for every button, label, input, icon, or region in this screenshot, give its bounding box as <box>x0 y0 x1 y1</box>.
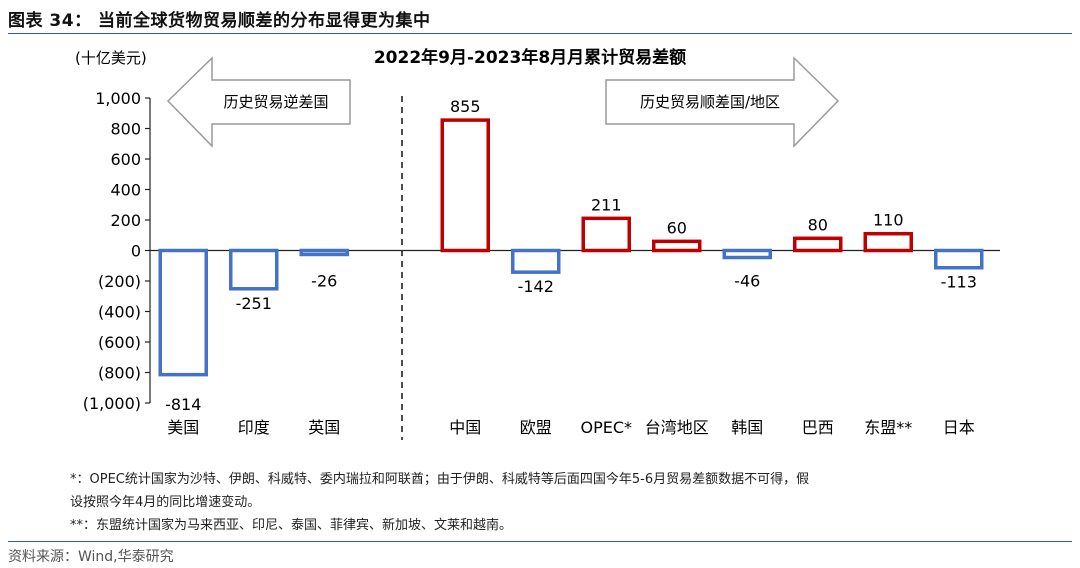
y-tick-label: 600 <box>110 150 141 169</box>
footnotes: *：OPEC统计国家为沙特、伊朗、科威特、委内瑞拉和阿联酋；由于伊朗、科威特等后… <box>70 468 1030 537</box>
y-tick-label: (400) <box>98 303 141 322</box>
bar <box>581 216 631 253</box>
right-arrow-annotation: 历史贸易顺差国/地区 <box>605 56 840 148</box>
trade-balance-chart: (十亿美元) 2022年9月-2023年8月月累计贸易差额 历史贸易逆差国 历史… <box>75 47 1000 440</box>
bar <box>299 248 349 257</box>
bar <box>158 248 208 377</box>
category-label: OPEC* <box>580 418 632 437</box>
bar <box>440 118 490 253</box>
y-tick-label: 800 <box>110 120 141 139</box>
category-label: 东盟** <box>864 418 912 437</box>
category-label: 印度 <box>238 418 270 437</box>
y-tick-label: (800) <box>98 364 141 383</box>
footnote-line-3: **：东盟统计国家为马来西亚、印尼、泰国、菲律宾、新加坡、文莱和越南。 <box>70 518 513 533</box>
y-tick-label: (200) <box>98 272 141 291</box>
category-label: 日本 <box>943 418 975 437</box>
category-label: 韩国 <box>731 418 763 437</box>
bar <box>934 248 984 270</box>
category-label: 欧盟 <box>520 418 552 437</box>
data-label: 60 <box>667 218 687 237</box>
category-label: 英国 <box>308 418 340 437</box>
category-label: 中国 <box>449 418 481 437</box>
source-note: 资料来源：Wind,华泰研究 <box>8 549 174 565</box>
data-label: 110 <box>873 211 904 230</box>
footnote-line-1: *：OPEC统计国家为沙特、伊朗、科威特、委内瑞拉和阿联酋；由于伊朗、科威特等后… <box>70 472 810 487</box>
data-label: 211 <box>591 195 622 214</box>
top-rule <box>8 33 1072 34</box>
data-label: -814 <box>165 395 201 414</box>
bottom-rule <box>8 541 1072 542</box>
figure-title: 图表 34： 当前全球货物贸易顺差的分布显得更为集中 <box>8 11 431 31</box>
category-label: 台湾地区 <box>645 418 709 437</box>
data-label: -251 <box>236 294 272 313</box>
left-arrow-shape <box>166 56 351 148</box>
bar <box>511 248 561 274</box>
y-tick-label: 1,000 <box>95 89 141 108</box>
left-arrow-annotation: 历史贸易逆差国 <box>166 56 351 148</box>
category-label: 美国 <box>167 418 199 437</box>
data-label: 855 <box>450 97 481 116</box>
data-label: -113 <box>941 273 977 292</box>
y-axis-unit-label: (十亿美元) <box>75 49 147 67</box>
footnote-line-2: 设按照今年4月的同比增速变动。 <box>70 495 261 510</box>
left-arrow-label: 历史贸易逆差国 <box>223 93 328 111</box>
y-tick-label: 0 <box>131 242 141 261</box>
bar <box>722 248 772 260</box>
y-tick-label: 200 <box>110 211 141 230</box>
data-label: -26 <box>311 272 337 291</box>
right-arrow-label: 历史贸易顺差国/地区 <box>640 93 780 111</box>
data-label: 80 <box>808 215 828 234</box>
bar <box>793 236 843 253</box>
y-tick-label: 400 <box>110 181 141 200</box>
bar <box>652 239 702 253</box>
data-label: -46 <box>734 272 760 291</box>
right-arrow-shape <box>605 56 840 148</box>
chart-title: 2022年9月-2023年8月月累计贸易差额 <box>374 47 686 68</box>
y-tick-label: (600) <box>98 333 141 352</box>
bar <box>863 231 913 253</box>
y-tick-label: (1,000) <box>83 394 141 413</box>
data-label: -142 <box>518 277 554 296</box>
bar <box>229 248 279 291</box>
category-label: 巴西 <box>802 418 834 437</box>
